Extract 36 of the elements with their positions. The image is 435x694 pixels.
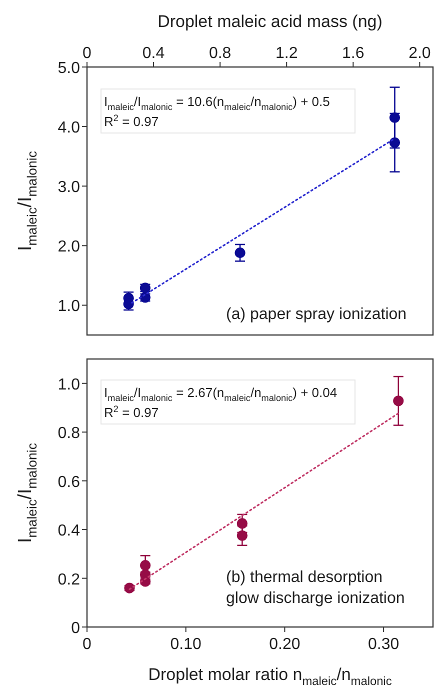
point — [389, 112, 400, 123]
x-axis-title: Droplet maleic acid mass (ng) — [158, 12, 382, 31]
x-tick-label: 0.30 — [368, 636, 400, 653]
y-tick-label: 1.0 — [58, 376, 80, 394]
y-tick-label: 0.4 — [58, 522, 80, 540]
annotation: (a) paper spray ionization — [226, 306, 407, 323]
y-tick-label: 2.0 — [58, 238, 80, 256]
x-tick-label: 1.2 — [275, 45, 298, 62]
point — [236, 518, 248, 529]
point — [124, 582, 135, 594]
annotation: (b) thermal desorption glow discharge ionization — [226, 569, 405, 607]
y-tick-label: 0.2 — [58, 571, 80, 588]
x-tick-label: 0 — [82, 636, 92, 653]
x-tick-label: 0.4 — [142, 45, 165, 62]
y-tick-label: 1.0 — [58, 298, 80, 316]
y-tick-label: 0 — [71, 620, 80, 637]
y-tick-label: 0.6 — [58, 474, 80, 491]
x-tick-label: 0 — [82, 45, 92, 62]
text: I$_{maleic}$/I$_{malonic}$ = 2.67(n$_{maleic}$/n$_{malonic}$) + 0.04 — [104, 385, 338, 403]
x-tick-label: 0.20 — [269, 636, 300, 653]
point — [389, 137, 400, 148]
annotation: R$^{2}$ = 0.97 — [104, 404, 159, 420]
y-tick-label: 5.0 — [58, 60, 80, 77]
y-tick-label: 4.0 — [58, 120, 80, 137]
point — [236, 530, 248, 541]
x-tick-label: 0.10 — [170, 636, 202, 653]
y-tick-label: 0.8 — [58, 425, 80, 442]
x-axis-title: Droplet molar ratio n$_{maleic}$/n$_{malonic}$ — [148, 665, 392, 688]
point — [393, 396, 404, 406]
x-tick-label: 0.8 — [208, 45, 232, 62]
text: I$_{maleic}$/I$_{malonic}$ = 10.6(n$_{maleic}$/n$_{malonic}$) + 0.5 — [104, 94, 330, 112]
x-tick-label: 2.0 — [408, 45, 431, 62]
point — [234, 248, 246, 258]
y-tick-label: 3.0 — [58, 179, 80, 196]
x-tick-label: 1.6 — [342, 45, 364, 62]
annotation: R$^{2}$ = 0.97 — [104, 112, 159, 129]
